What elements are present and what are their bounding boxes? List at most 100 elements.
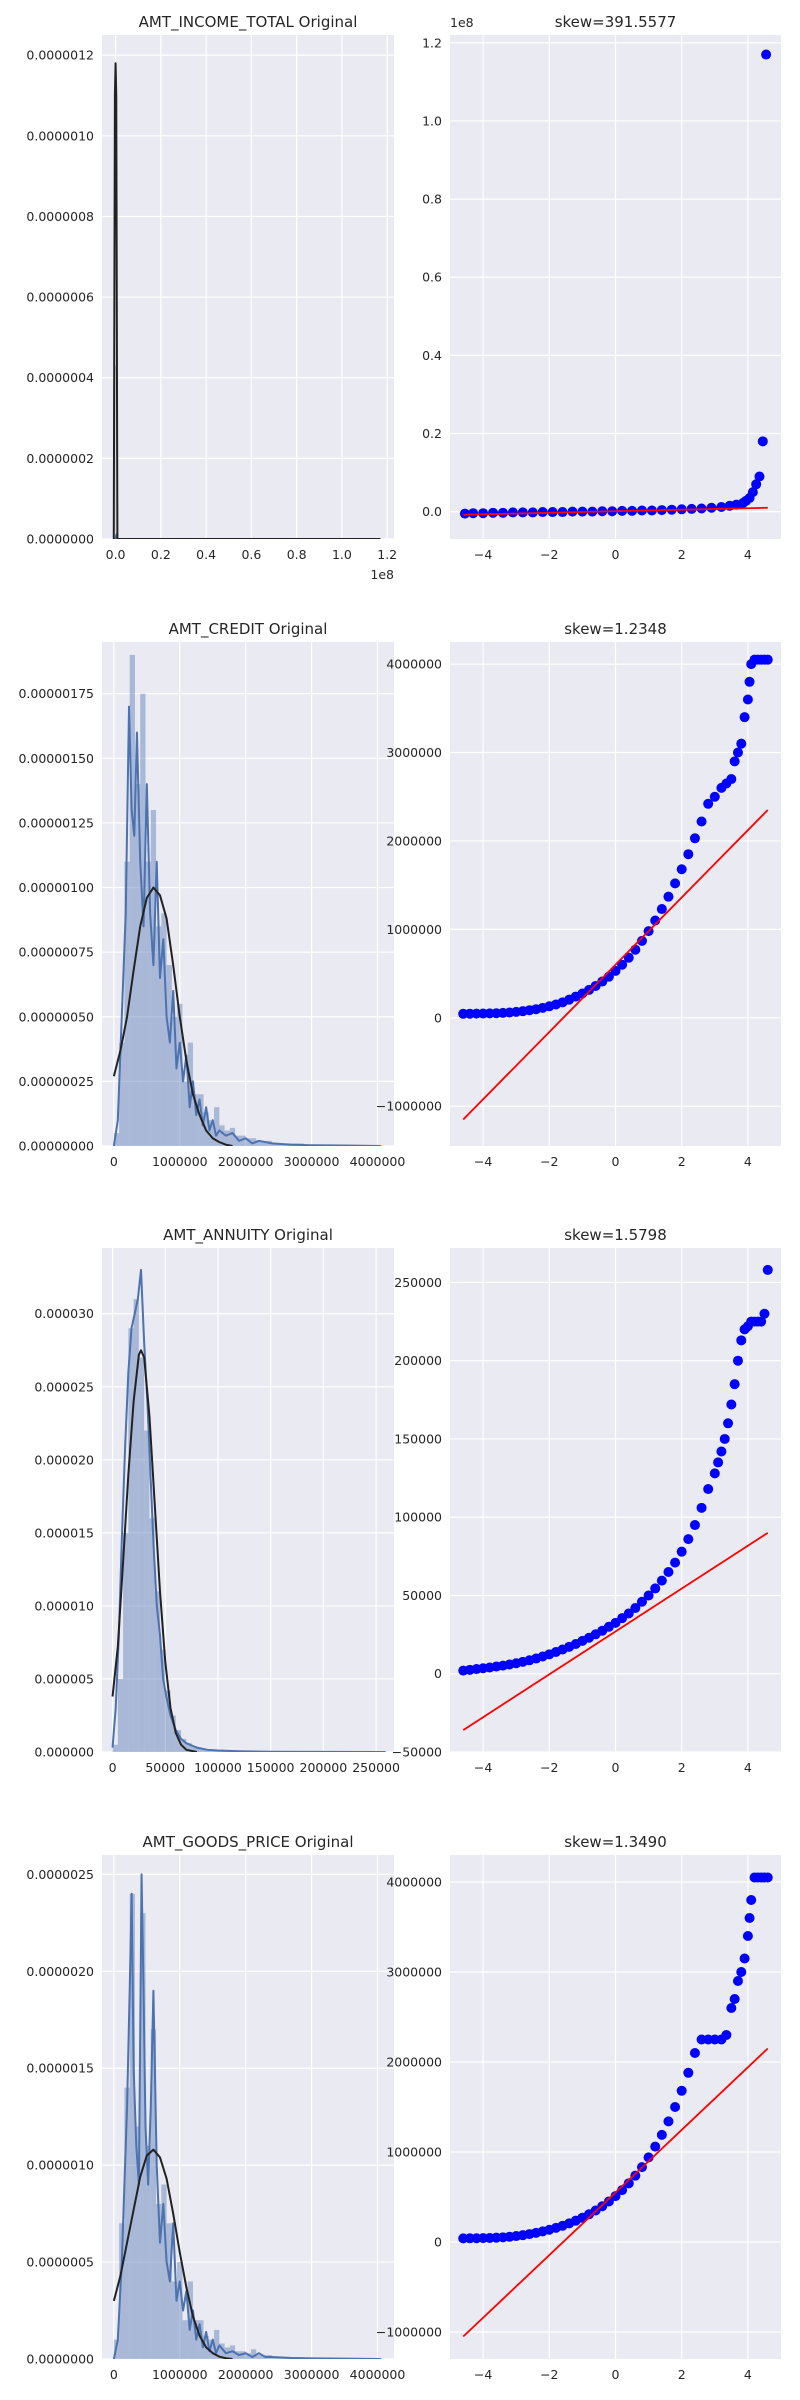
qq-point xyxy=(488,507,499,518)
y-tick-label: 0.00000100 xyxy=(18,880,94,895)
qq-point xyxy=(726,774,737,785)
hist-bar xyxy=(214,2329,220,2359)
qq-reference-line xyxy=(463,506,768,516)
qq-point xyxy=(729,1994,740,2004)
qq-point xyxy=(721,2030,732,2040)
qq-point xyxy=(670,1557,681,1568)
y-tick-label: 2000000 xyxy=(386,833,442,848)
y-tick-label: 0.000005 xyxy=(34,1671,94,1686)
x-tick-label: 1000000 xyxy=(152,2367,208,2382)
y-tick-label: 0.000020 xyxy=(34,1452,94,1467)
hist-bar xyxy=(245,2353,251,2359)
y-tick-label: 0.0000005 xyxy=(26,2255,94,2270)
x-tick-label: 100000 xyxy=(194,1760,242,1775)
hist-bar xyxy=(224,1130,230,1146)
subplot-3: 0 1000000 2000000 3000000 4000000 0.00000000 0… xyxy=(18,620,405,1169)
hist-bar xyxy=(150,810,157,1146)
qq-reference-line xyxy=(462,809,769,1121)
hist-bar xyxy=(171,2281,178,2359)
y-tick-label: 0.0000006 xyxy=(26,290,94,305)
hist-bar xyxy=(112,1744,118,1752)
qq-point xyxy=(650,1583,661,1594)
y-tick-label: 0.2 xyxy=(422,426,442,441)
x-tick-label: 0.4 xyxy=(196,547,216,562)
qq-point xyxy=(656,2129,667,2140)
y-tick-label: −1000000 xyxy=(376,2325,442,2340)
qq-point xyxy=(617,959,628,970)
qq-point xyxy=(703,1484,714,1495)
x-tick-label: 2 xyxy=(678,2367,686,2382)
qq-point xyxy=(736,738,747,749)
hist-bar xyxy=(192,1094,199,1146)
x-tick-label: 150000 xyxy=(247,1760,295,1775)
x-tick-label: 4 xyxy=(744,1154,752,1169)
subplot-title: AMT_CREDIT Original xyxy=(169,620,328,639)
qq-point xyxy=(478,508,489,519)
hist-bar xyxy=(115,365,116,539)
y-tick-label: 200000 xyxy=(394,1353,442,1368)
hist-bar xyxy=(261,1140,267,1146)
qq-point xyxy=(742,694,753,705)
y-tick-label: 0.000010 xyxy=(34,1598,94,1613)
qq-point xyxy=(650,2141,661,2152)
x-tick-label: 0 xyxy=(109,1760,117,1775)
y-tick-label: 0.0000004 xyxy=(26,370,94,385)
x-tick-label: 0 xyxy=(612,1154,620,1169)
qq-point xyxy=(696,1502,707,1513)
plot-area xyxy=(112,654,383,1146)
qq-point xyxy=(656,904,667,915)
hist-bar xyxy=(256,2355,262,2359)
qq-point xyxy=(706,502,717,513)
normal-fit-line xyxy=(112,886,233,1146)
qq-point xyxy=(732,1976,743,1986)
hist-bar xyxy=(156,926,162,1146)
subplot-5: 0 50000 100000 150000 200000 250000 0.000000 0.… xyxy=(34,1226,400,1775)
hist-bar xyxy=(181,1738,187,1752)
hist-bar xyxy=(134,2126,141,2359)
qq-point xyxy=(468,508,479,519)
hist-bar xyxy=(145,861,151,1146)
x-tick-label: 200000 xyxy=(300,1760,348,1775)
qq-point xyxy=(762,654,773,665)
hist-bar xyxy=(214,1107,220,1146)
hist-bar xyxy=(124,861,130,1146)
y-tick-label: −1000000 xyxy=(376,1099,442,1114)
y-tick-label: 100000 xyxy=(394,1510,442,1525)
subplot-1: 0.0 0.2 0.4 0.6 0.8 1.0 1.2 0.0000000 0.0000002 0… xyxy=(26,13,397,582)
hist-bar xyxy=(159,1649,166,1752)
y-tick-label: 0.0000025 xyxy=(26,1867,94,1882)
x-tick-label: 0 xyxy=(110,2367,118,2382)
y-tick-label: 0.0000000 xyxy=(26,532,94,547)
hist-bar xyxy=(138,1357,145,1752)
y-tick-label: 0.00000175 xyxy=(18,686,94,701)
x-tick-label: 2 xyxy=(678,547,686,562)
x-tick-label: 2 xyxy=(678,1154,686,1169)
qq-point xyxy=(630,944,641,955)
qq-point xyxy=(754,471,765,482)
x-tick-label: 0.6 xyxy=(241,547,261,562)
qq-point xyxy=(630,1603,641,1613)
subplot-4: −4 −2 0 2 4 −1000000 0 1000000 2000000 3000000 400… xyxy=(376,620,781,1169)
kde-line xyxy=(112,705,381,1146)
qq-point xyxy=(643,1590,654,1601)
x-tick-label: 0.2 xyxy=(151,547,171,562)
y-tick-label: 0.0000002 xyxy=(26,451,94,466)
plot-area xyxy=(112,1873,383,2359)
subplot-8: −4 −2 0 2 4 −1000000 0 1000000 2000000 3000000 400… xyxy=(376,1833,781,2382)
subplot-title: skew=1.5798 xyxy=(564,1226,667,1244)
x-tick-label: −4 xyxy=(474,2367,492,2382)
qq-point xyxy=(726,2003,737,2013)
y-tick-label: 0.00000000 xyxy=(18,1139,94,1154)
qq-point xyxy=(744,1913,755,1923)
hist-bar xyxy=(272,1143,278,1146)
x-tick-label: −2 xyxy=(540,1760,558,1775)
y-tick-label: 3000000 xyxy=(386,1965,442,1980)
qq-point xyxy=(729,756,740,767)
y-tick-label: 0.000015 xyxy=(34,1525,94,1540)
qq-reference-line xyxy=(462,1532,769,1731)
plot-background xyxy=(102,642,394,1146)
hist-bar xyxy=(133,1299,139,1752)
hist-bar xyxy=(124,2087,130,2359)
qq-point xyxy=(719,1433,730,1444)
y-tick-label: −50000 xyxy=(392,1745,442,1760)
